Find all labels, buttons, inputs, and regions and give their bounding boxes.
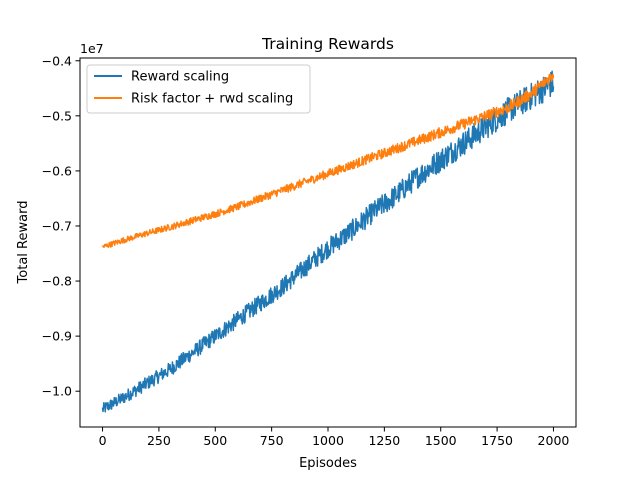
x-tick-label: 750 <box>260 433 284 448</box>
y-axis-ticks: −1.0 −0.9 −0.8 −0.7 −0.6 −0.5 −0.4 <box>42 53 80 399</box>
legend-label-risk-factor: Risk factor + rwd scaling <box>131 92 293 107</box>
y-offset-label: 1e7 <box>80 41 104 56</box>
x-tick-label: 250 <box>147 433 171 448</box>
legend: Reward scaling Risk factor + rwd scaling <box>86 64 311 114</box>
series-line-risk-factor <box>101 73 555 249</box>
x-axis-label: Episodes <box>299 456 357 471</box>
legend-box <box>86 64 311 114</box>
y-tick-label: −0.4 <box>42 53 72 68</box>
y-tick-label: −0.7 <box>42 218 72 233</box>
x-tick-label: 0 <box>99 433 107 448</box>
x-axis-ticks: 0 250 500 750 1000 1250 1500 1750 2000 <box>99 427 570 448</box>
y-tick-label: −0.8 <box>42 274 72 289</box>
legend-label-reward-scaling: Reward scaling <box>131 70 229 85</box>
series-layer <box>101 70 555 413</box>
x-tick-label: 2000 <box>538 433 570 448</box>
series-line-reward-scaling <box>101 70 555 413</box>
x-tick-label: 1750 <box>481 433 513 448</box>
y-tick-label: −0.6 <box>42 163 72 178</box>
x-tick-label: 1000 <box>312 433 344 448</box>
chart-title: Training Rewards <box>261 35 394 53</box>
x-tick-label: 1500 <box>425 433 457 448</box>
y-tick-label: −1.0 <box>42 384 72 399</box>
x-tick-label: 1250 <box>368 433 400 448</box>
y-axis-label: Total Reward <box>16 201 31 285</box>
x-tick-label: 500 <box>203 433 227 448</box>
y-tick-label: −0.9 <box>42 329 72 344</box>
y-tick-label: −0.5 <box>42 108 72 123</box>
